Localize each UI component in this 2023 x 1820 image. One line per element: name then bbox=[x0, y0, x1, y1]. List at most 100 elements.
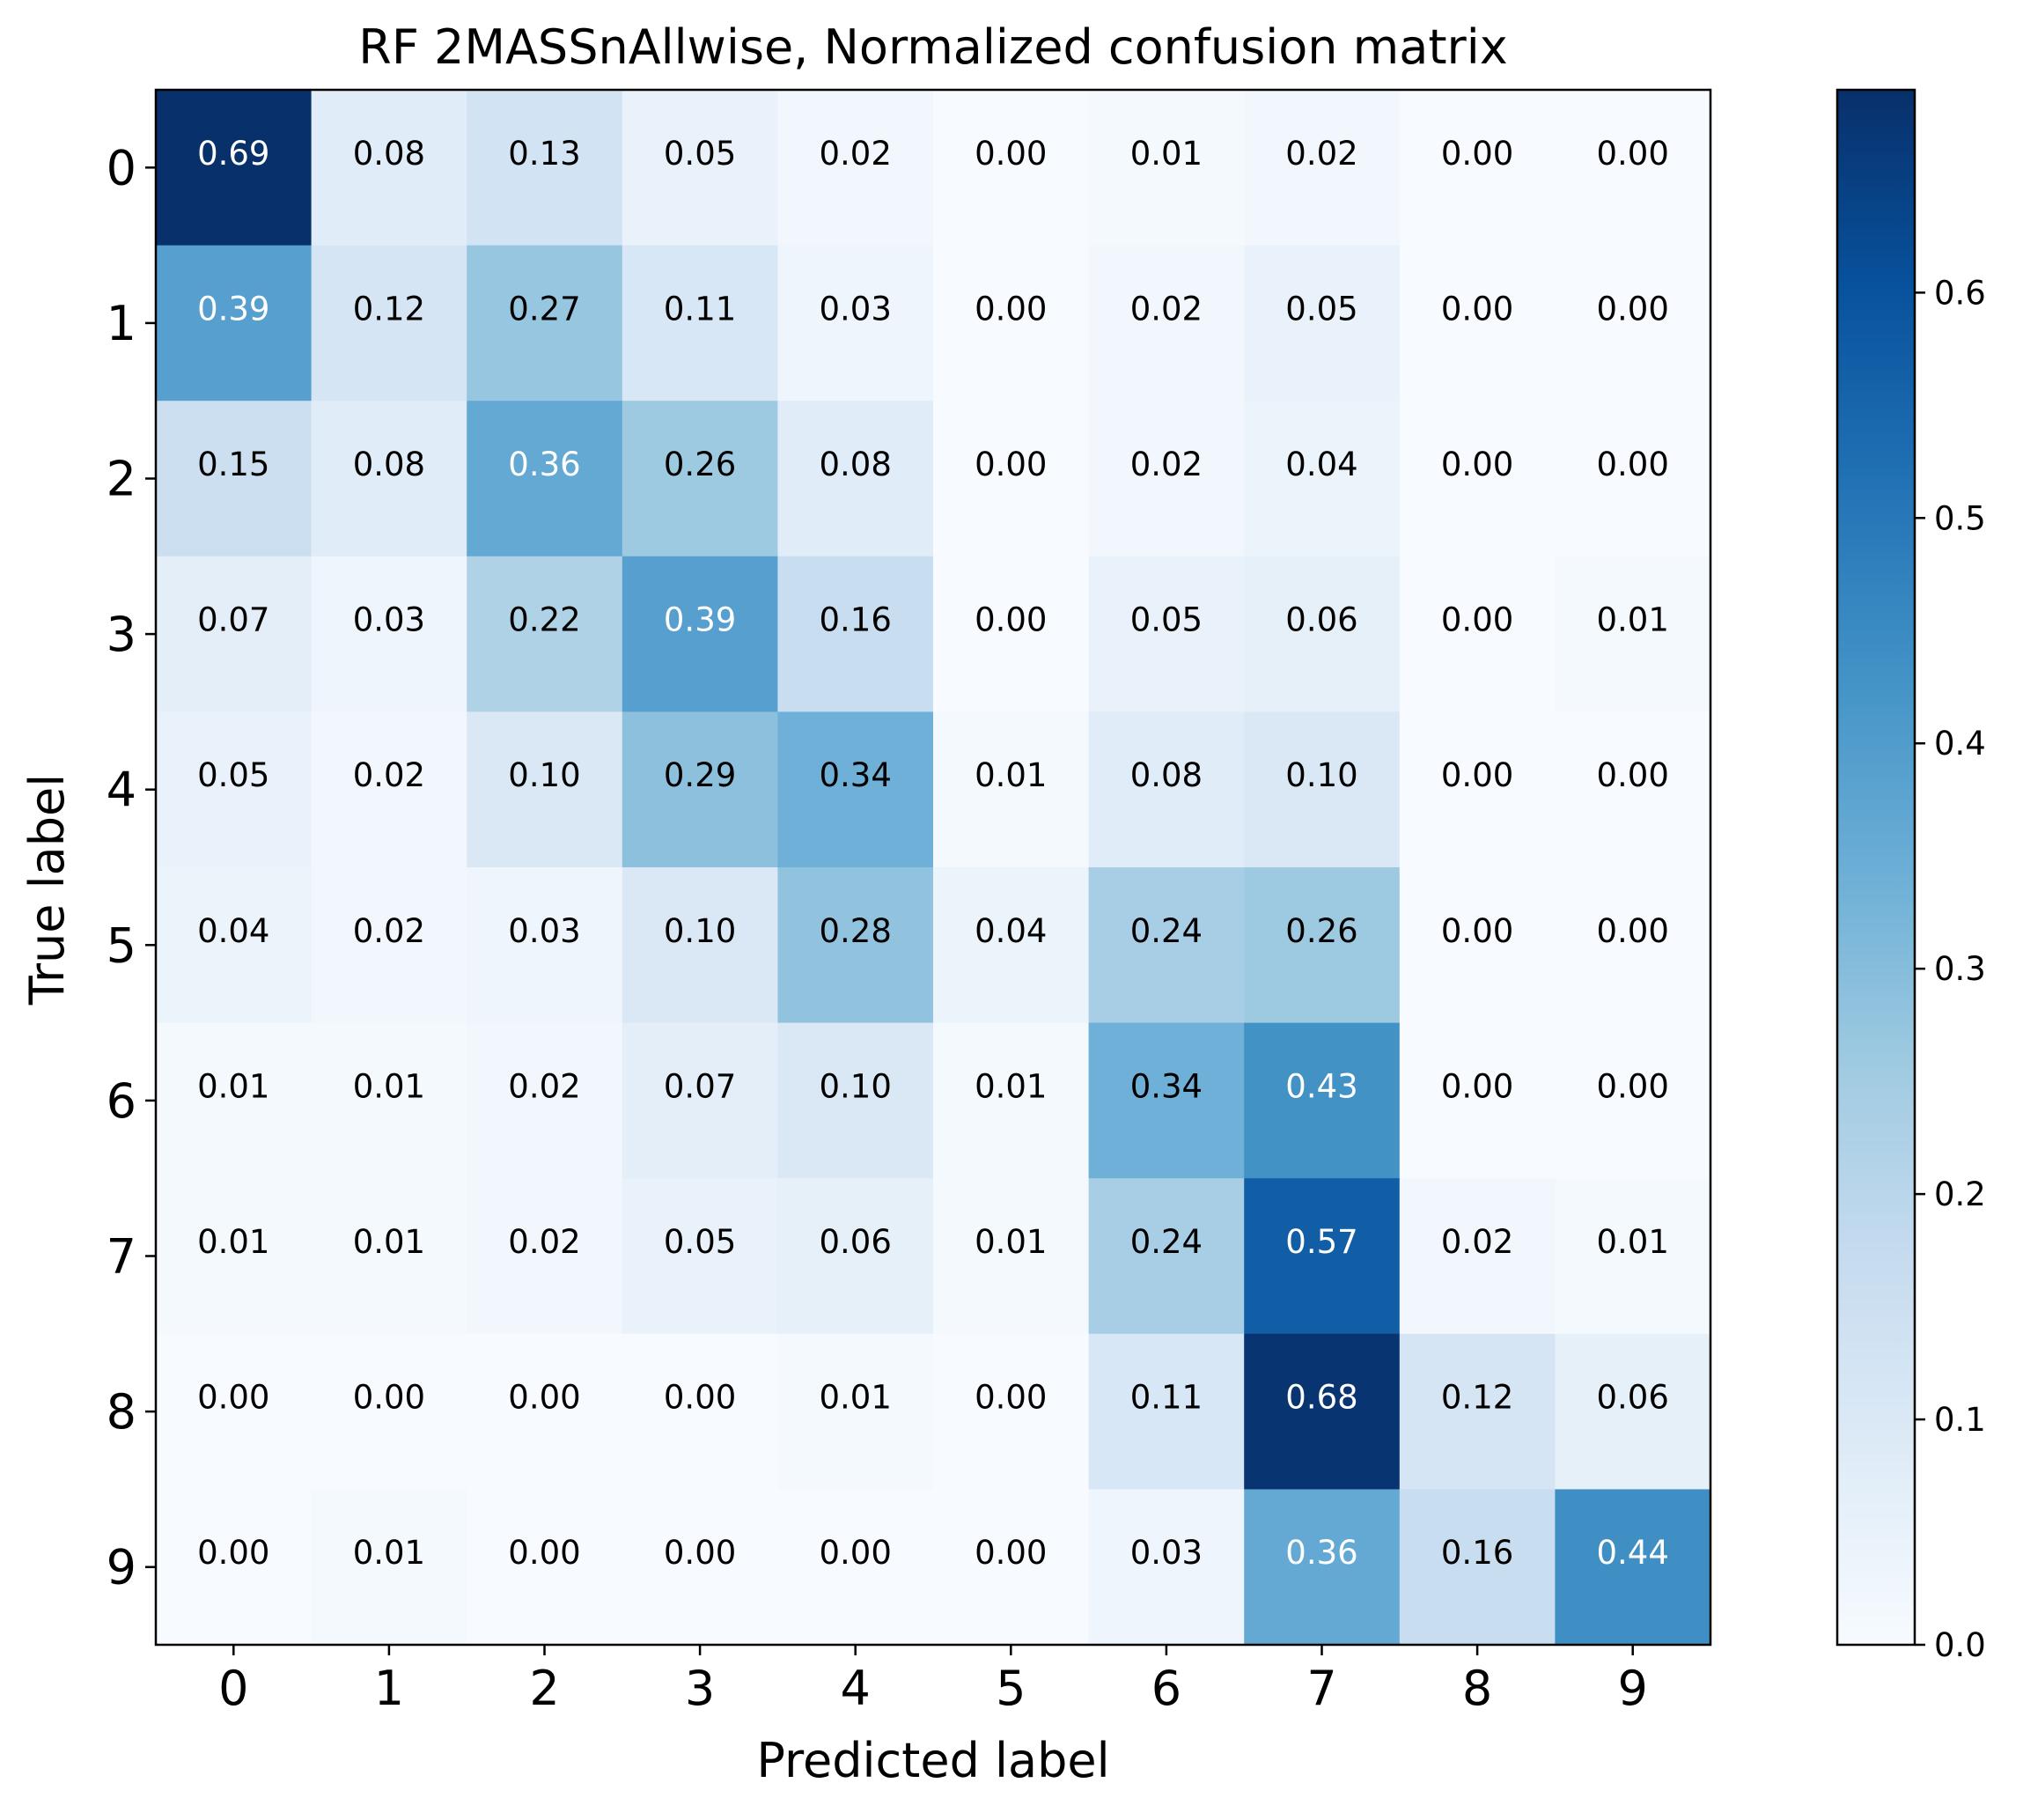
cell-value-label: 0.03 bbox=[820, 290, 892, 328]
heatmap-cell bbox=[1244, 867, 1401, 1024]
heatmap-cell bbox=[467, 90, 623, 247]
heatmap-cell bbox=[1088, 90, 1245, 247]
heatmap-cell bbox=[1555, 1489, 1711, 1646]
heatmap-cell bbox=[1555, 90, 1711, 247]
heatmap-cell bbox=[1244, 245, 1401, 402]
heatmap-cell bbox=[467, 556, 623, 712]
heatmap-cell bbox=[311, 1022, 467, 1179]
cell-value-label: 0.26 bbox=[1285, 912, 1357, 950]
heatmap-cell bbox=[1399, 711, 1556, 868]
y-axis: 0 1 2 3 4 5 6 7 8 9 bbox=[107, 140, 156, 1595]
heatmap-cell bbox=[622, 867, 778, 1024]
heatmap-cell bbox=[933, 1178, 1090, 1335]
y-tick-label: 8 bbox=[107, 1384, 136, 1440]
heatmap-cell bbox=[1399, 245, 1556, 402]
cell-value-label: 0.01 bbox=[1597, 1223, 1669, 1261]
x-tick-label: 4 bbox=[841, 1661, 871, 1716]
heatmap-cell bbox=[777, 1022, 934, 1179]
y-tick-label: 4 bbox=[107, 763, 136, 818]
cell-value-label: 0.26 bbox=[664, 446, 736, 483]
cell-value-label: 0.01 bbox=[975, 1223, 1047, 1261]
cell-value-label: 0.05 bbox=[1285, 290, 1357, 328]
heatmap-cell bbox=[1399, 401, 1556, 557]
cell-value-label: 0.01 bbox=[1130, 135, 1203, 173]
cell-value-label: 0.01 bbox=[353, 1534, 425, 1572]
heatmap-cell bbox=[467, 1333, 623, 1490]
heatmap-cell bbox=[622, 401, 778, 557]
heatmap-cell bbox=[777, 1333, 934, 1490]
heatmap-cell bbox=[622, 1178, 778, 1335]
cell-value-label: 0.68 bbox=[1285, 1379, 1357, 1417]
cell-value-label: 0.36 bbox=[1285, 1534, 1357, 1572]
heatmap-cell bbox=[1399, 90, 1556, 247]
cell-value-label: 0.01 bbox=[820, 1379, 892, 1417]
x-tick-label: 2 bbox=[529, 1661, 559, 1716]
heatmap-cell bbox=[933, 867, 1090, 1024]
plot-frame bbox=[154, 88, 1712, 1647]
x-axis-label: Predicted label bbox=[756, 1733, 1109, 1788]
cell-value-label: 0.04 bbox=[1285, 446, 1357, 483]
heatmap-cell bbox=[311, 1178, 467, 1335]
y-tick-label: 1 bbox=[107, 296, 136, 351]
cell-value-label: 0.00 bbox=[508, 1534, 580, 1572]
heatmap-cell bbox=[1244, 1178, 1401, 1335]
heatmap-cell bbox=[1555, 1333, 1711, 1490]
x-tick-label: 3 bbox=[685, 1661, 715, 1716]
y-tick-label: 6 bbox=[107, 1073, 136, 1129]
heatmap-cell bbox=[156, 1333, 313, 1490]
heatmap-cell bbox=[777, 867, 934, 1024]
y-tick-label: 9 bbox=[107, 1540, 136, 1595]
cell-value-label: 0.02 bbox=[1441, 1223, 1513, 1261]
heatmap-cell bbox=[1088, 1178, 1245, 1335]
heatmap-cell bbox=[622, 90, 778, 247]
heatmap-cell bbox=[1399, 1178, 1556, 1335]
cell-value-label: 0.34 bbox=[820, 756, 892, 794]
heatmap-cell bbox=[1555, 556, 1711, 712]
cell-value-label: 0.12 bbox=[1441, 1379, 1513, 1417]
heatmap-cell bbox=[311, 245, 467, 402]
cell-value-label: 0.00 bbox=[664, 1534, 736, 1572]
heatmap-cell bbox=[311, 1489, 467, 1646]
heatmap-cell bbox=[1555, 1178, 1711, 1335]
x-tick-label: 1 bbox=[374, 1661, 404, 1716]
heatmap-cell bbox=[156, 1489, 313, 1646]
heatmap-cell bbox=[1088, 245, 1245, 402]
cell-value-label: 0.16 bbox=[1441, 1534, 1513, 1572]
heatmap-cell bbox=[1244, 90, 1401, 247]
heatmap-cell bbox=[156, 711, 313, 868]
x-axis: 0 1 2 3 4 5 6 7 8 9 bbox=[218, 1645, 1648, 1716]
cell-value-label: 0.00 bbox=[1597, 290, 1669, 328]
cell-value-label: 0.00 bbox=[1441, 601, 1513, 639]
heatmap-cell bbox=[467, 1178, 623, 1335]
colorbar-tick-label: 0.2 bbox=[1934, 1175, 1986, 1213]
cell-value-label: 0.04 bbox=[975, 912, 1047, 950]
y-tick-label: 2 bbox=[107, 452, 136, 507]
heatmap-cell bbox=[156, 867, 313, 1024]
heatmap-cell bbox=[1088, 401, 1245, 557]
colorbar-tick-label: 0.3 bbox=[1934, 950, 1986, 988]
cell-value-label: 0.00 bbox=[975, 1534, 1047, 1572]
x-tick-label: 0 bbox=[218, 1661, 248, 1716]
heatmap-cell bbox=[156, 90, 313, 247]
colorbar-tick-label: 0.6 bbox=[1934, 274, 1986, 312]
cell-value-label: 0.44 bbox=[1597, 1534, 1669, 1572]
cell-value-label: 0.07 bbox=[197, 601, 269, 639]
heatmap-cell bbox=[933, 1022, 1090, 1179]
heatmap-cell bbox=[1555, 401, 1711, 557]
heatmap-cell bbox=[933, 245, 1090, 402]
heatmap-cell bbox=[933, 1489, 1090, 1646]
heatmap-cell bbox=[1555, 1022, 1711, 1179]
cell-value-label: 0.13 bbox=[508, 135, 580, 173]
cell-value-label: 0.02 bbox=[1130, 290, 1203, 328]
cell-value-label: 0.01 bbox=[353, 1223, 425, 1261]
cell-value-label: 0.00 bbox=[1597, 135, 1669, 173]
heatmap-cell bbox=[1088, 711, 1245, 868]
heatmap-cell bbox=[1088, 1022, 1245, 1179]
heatmap-cell bbox=[777, 1489, 934, 1646]
heatmap-cell bbox=[1399, 1489, 1556, 1646]
heatmap-cell bbox=[1399, 1333, 1556, 1490]
cell-value-label: 0.00 bbox=[975, 1379, 1047, 1417]
cell-labels: 0.69 0.08 0.13 0.05 0.02 0.00 0.01 0.02 0.00 0.00… bbox=[197, 135, 1669, 1572]
cell-value-label: 0.02 bbox=[1130, 446, 1203, 483]
heatmap-cell bbox=[1555, 867, 1711, 1024]
